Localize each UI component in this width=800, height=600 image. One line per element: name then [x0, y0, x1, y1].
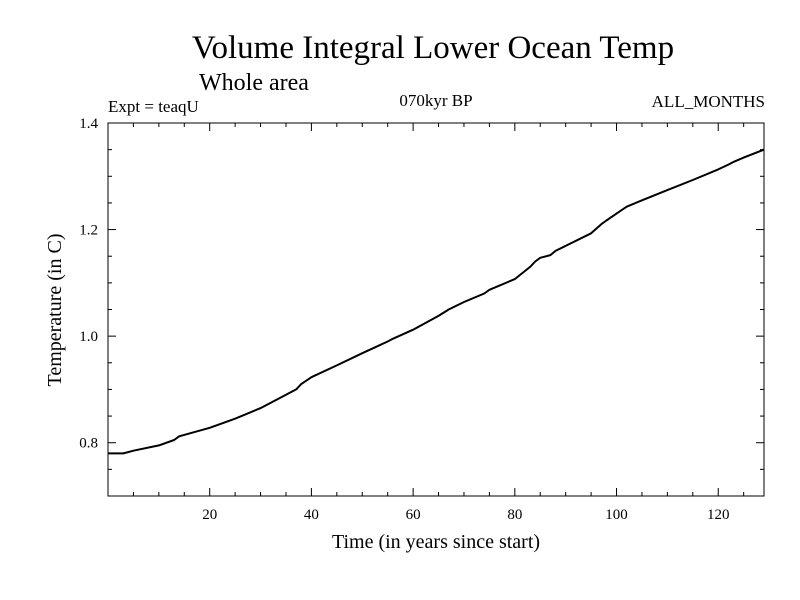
x-tick-label: 120 [707, 507, 730, 523]
chart-subtitle: Whole area [199, 70, 309, 96]
x-tick-label: 40 [304, 507, 319, 523]
y-tick-label: 1.0 [79, 329, 98, 345]
y-axis-label: Temperature (in C) [44, 234, 66, 387]
series-line [108, 148, 765, 455]
x-tick-label: 20 [202, 507, 217, 523]
x-tick-label: 80 [507, 507, 522, 523]
x-tick-label: 60 [406, 507, 421, 523]
months-label: ALL_MONTHS [652, 92, 765, 111]
y-tick-label: 0.8 [79, 436, 98, 452]
y-tick-label: 1.4 [79, 116, 98, 132]
plot-frame [107, 122, 765, 497]
chart-title: Volume Integral Lower Ocean Temp [192, 30, 674, 66]
experiment-label: Expt = teaqU [108, 97, 199, 116]
x-tick-label: 100 [605, 507, 628, 523]
x-axis-label: Time (in years since start) [332, 531, 540, 553]
y-tick-label: 1.2 [79, 223, 98, 239]
period-label: 070kyr BP [399, 91, 472, 110]
